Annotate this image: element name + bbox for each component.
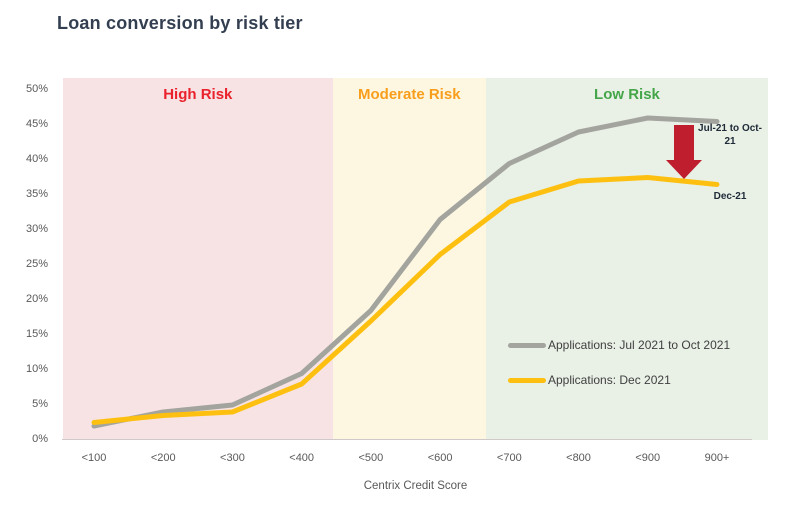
y-tick-label: 5% [32, 398, 48, 410]
x-tick-label: <100 [81, 452, 107, 464]
decline-arrow-shaft [674, 125, 694, 161]
region-label-high-risk: High Risk [163, 86, 233, 103]
x-tick-label: <600 [427, 452, 453, 464]
x-tick-label: <500 [358, 452, 384, 464]
legend-item-applications-dec-2021: Applications: Dec 2021 [508, 373, 671, 387]
y-tick-label: 20% [25, 293, 48, 305]
x-tick-label: <800 [566, 452, 591, 464]
series-line-applications-jul-2021-to-oct-2021 [91, 115, 720, 429]
legend-label: Applications: Dec 2021 [548, 373, 671, 387]
x-axis-title: Centrix Credit Score [363, 480, 468, 492]
y-tick-label: 0% [32, 433, 48, 445]
y-tick-label: 35% [25, 188, 48, 200]
region-label-low-risk: Low Risk [594, 86, 660, 103]
x-tick-label: <300 [220, 452, 245, 464]
y-tick-label: 40% [25, 153, 48, 165]
series-line-applications-dec-2021 [91, 175, 720, 425]
legend-line-swatch [508, 342, 546, 348]
y-tick-label: 45% [25, 118, 48, 130]
decline-arrow-icon [666, 160, 702, 179]
y-tick-label: 10% [25, 363, 48, 375]
y-tick-label: 30% [25, 223, 48, 235]
legend-label: Applications: Jul 2021 to Oct 2021 [548, 338, 731, 352]
y-tick-label: 25% [25, 258, 48, 270]
region-label-moderate-risk: Moderate Risk [358, 86, 461, 103]
x-tick-label: 900+ [704, 452, 730, 464]
legend-item-applications-jul-2021-to-oct-2021: Applications: Jul 2021 to Oct 2021 [508, 338, 730, 352]
y-tick-label: 15% [25, 328, 48, 340]
x-tick-label: <200 [150, 452, 176, 464]
y-tick-label: 50% [25, 83, 48, 95]
annotation-jul-oct: Jul-21 to Oct-21 [698, 123, 762, 147]
annotation-dec: Dec-21 [713, 191, 747, 202]
x-tick-label: <700 [496, 452, 522, 464]
x-tick-label: <400 [289, 452, 315, 464]
chart-title: Loan conversion by risk tier [57, 13, 303, 33]
legend-line-swatch [508, 377, 546, 383]
x-tick-label: <900 [635, 452, 661, 464]
